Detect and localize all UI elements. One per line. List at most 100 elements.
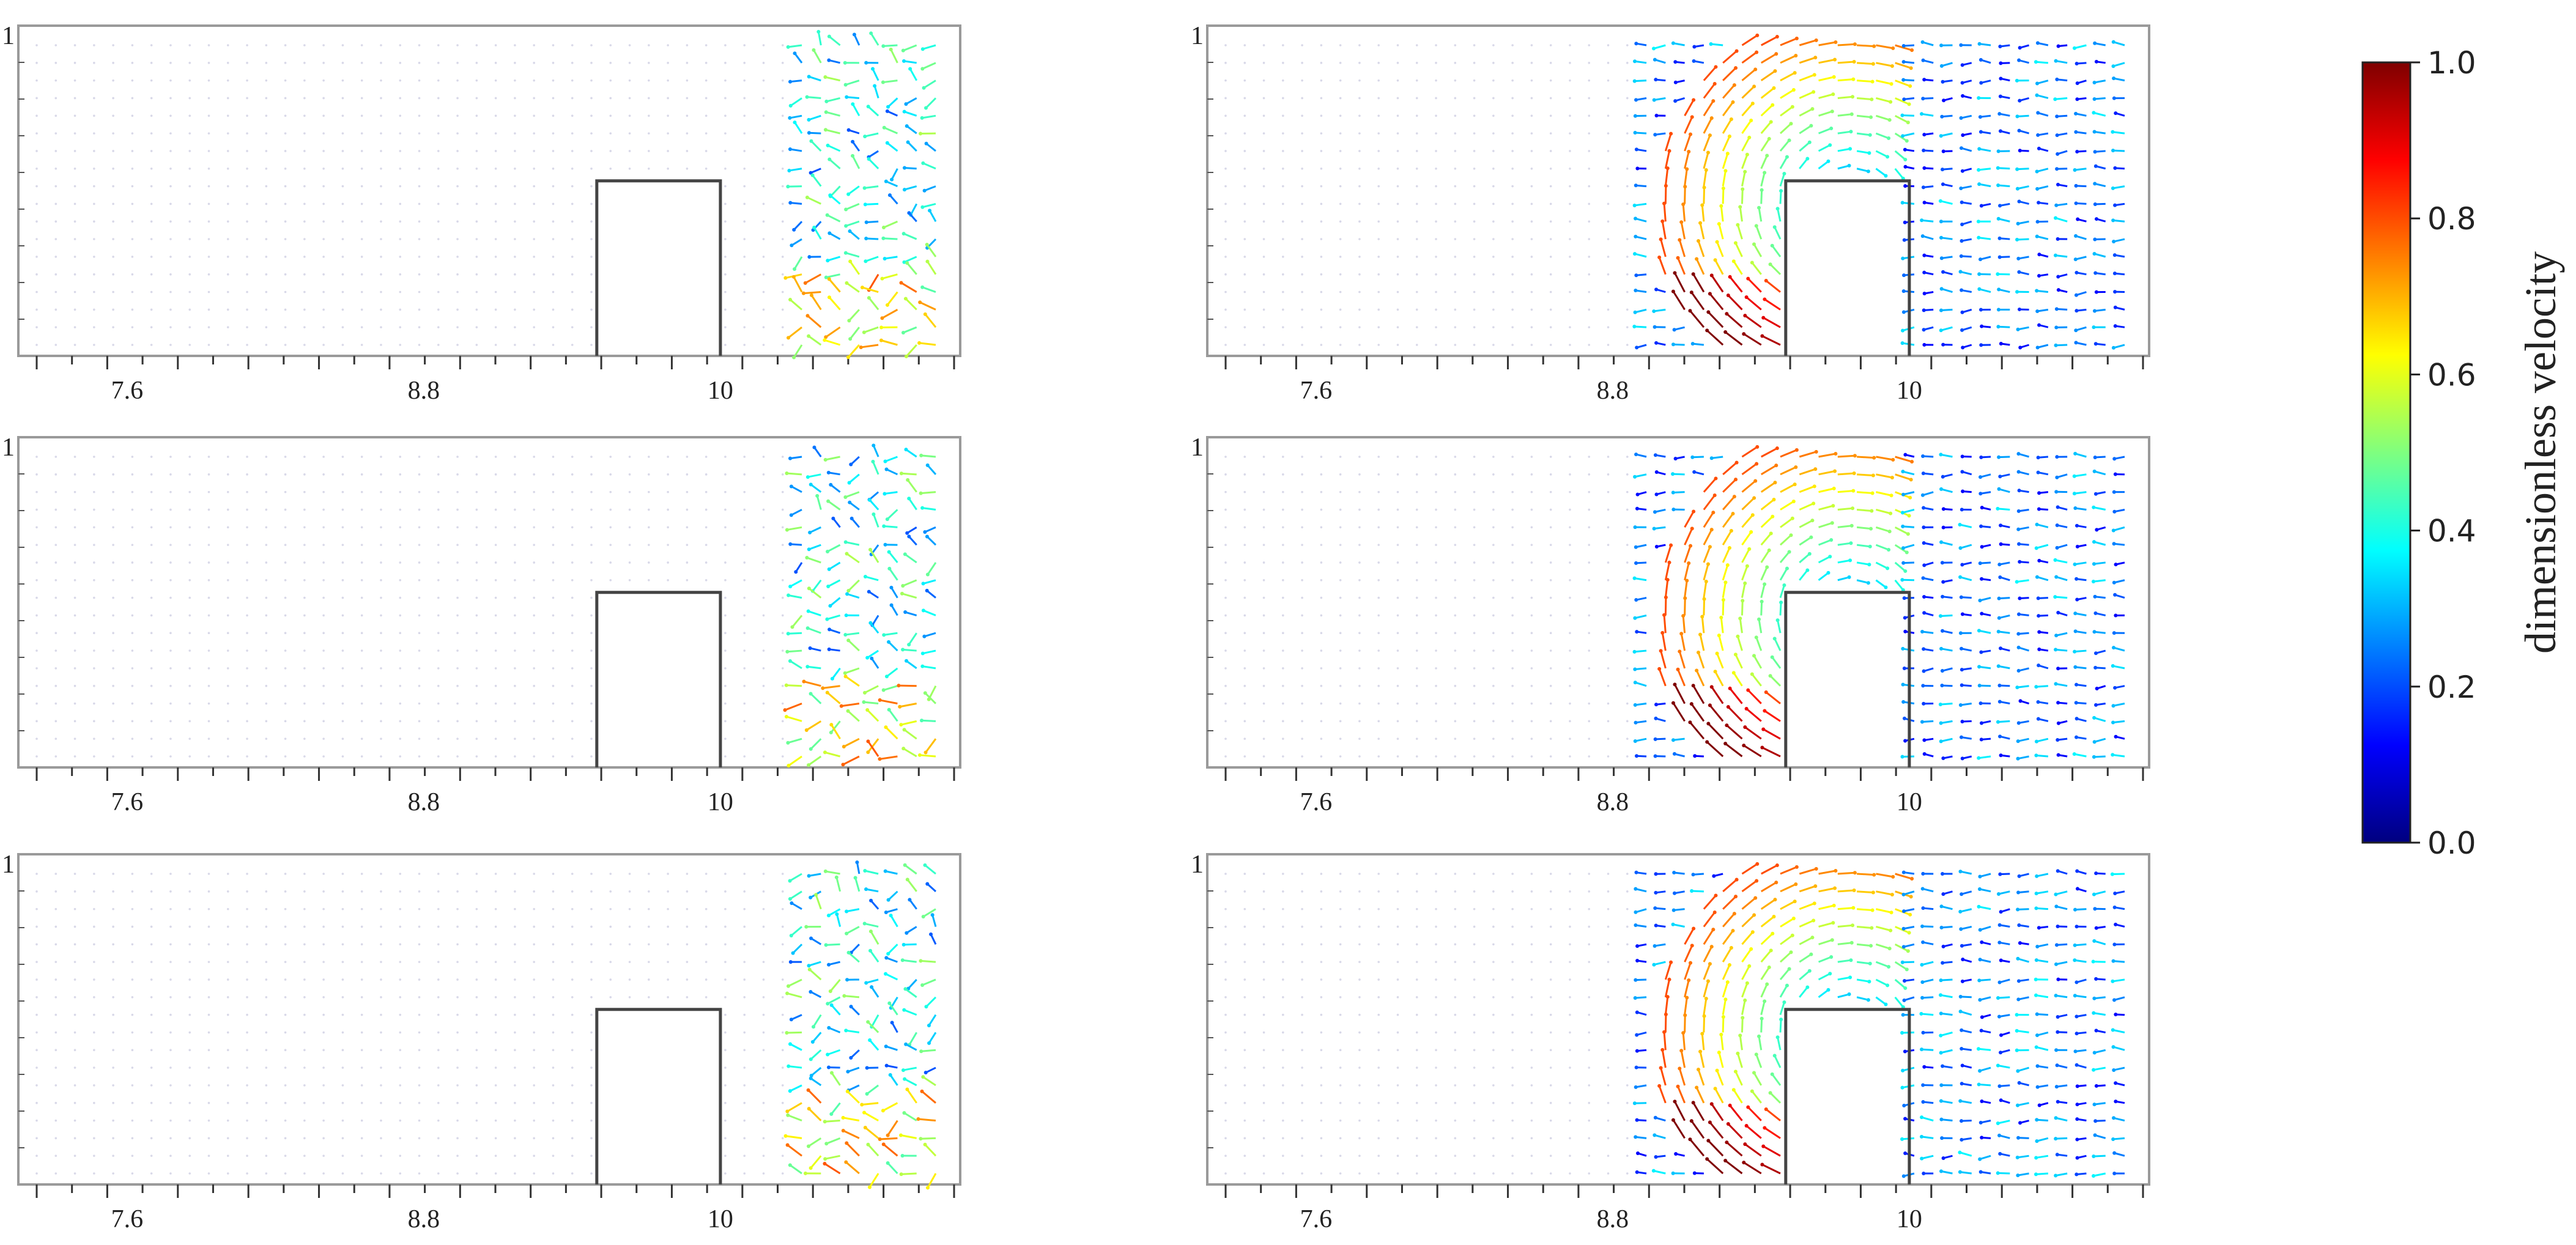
arrow-head [1997,287,2001,292]
vector-dot [1396,132,1399,135]
arrow-head [1791,87,1796,92]
vector-dot [54,132,57,135]
vector-dot [1569,526,1571,529]
velocity-arrow [1684,528,1693,545]
arrow-head [1901,700,1906,704]
vector-dot [1492,473,1495,476]
vector-dot [150,702,153,705]
vector-dot [341,596,344,599]
vector-dot [226,720,229,723]
arrow-head [823,128,827,132]
vector-dot [73,473,76,476]
velocity-arrow [1941,453,1953,458]
vector-dot [1569,290,1571,294]
arrow-head [1903,220,1907,224]
vector-dot [265,925,268,928]
velocity-arrow [1741,86,1755,99]
vector-dot [1626,720,1629,723]
vector-dot [781,978,784,981]
vector-dot [1262,578,1265,582]
vector-dot [54,996,57,999]
arrow-head [808,646,812,650]
velocity-arrow [887,110,898,117]
arrow-head [863,575,867,579]
arrow-head [2074,111,2078,116]
velocity-arrow [1818,539,1832,546]
vector-dot [705,907,708,911]
vector-dot [35,614,38,617]
vector-dot [399,62,402,64]
vector-dot [93,508,95,511]
vector-dot [1607,256,1610,258]
vector-dot [35,490,38,493]
vector-dot [73,508,76,511]
vector-dot [1396,308,1399,311]
velocity-arrow [881,309,898,319]
vector-dot [1492,238,1495,240]
vector-dot [207,755,210,758]
arrow-head [1715,651,1719,656]
vector-dot [54,907,57,911]
arrow-head [1834,451,1838,456]
velocity-arrow [845,252,860,258]
arrow-head [823,750,827,755]
vector-dot [303,490,306,493]
velocity-arrow [1753,655,1763,669]
vector-dot [1301,273,1303,276]
arrow-head [2113,593,2117,597]
velocity-arrow [1837,113,1852,117]
vector-dot [1301,544,1303,546]
velocity-arrow [923,632,936,638]
vector-dot [743,202,746,205]
vector-dot [226,755,229,758]
vector-dot [169,473,172,476]
arrow-head [2092,715,2097,720]
vector-dot [303,456,306,458]
vector-dot [341,273,344,276]
arrow-head [2035,309,2040,313]
vector-dot [724,526,727,529]
vector-dot [1511,490,1514,493]
vector-dot [743,873,746,875]
arrow-head [1852,471,1856,475]
vector-dot [456,943,459,946]
vector-dot [284,737,287,740]
vector-dot [1262,702,1265,705]
vector-dot [1549,308,1552,311]
vector-dot [284,44,287,46]
velocity-arrow [924,526,936,533]
vector-dot [1377,220,1380,223]
vector-dot [1511,308,1514,311]
arrow-head [1653,754,1657,758]
vector-dot [322,737,325,740]
velocity-arrow [853,34,861,46]
velocity-arrow [1960,523,1972,528]
arrow-head [2093,164,2098,168]
vector-dot [265,961,268,963]
arrow-head [804,728,809,732]
vector-dot [1588,62,1591,64]
velocity-arrow [1706,330,1724,346]
arrow-head [807,967,812,972]
arrow-head [2015,237,2019,242]
vector-dot [1435,256,1437,258]
vector-dot [188,720,191,723]
vector-dot [380,344,382,346]
vector-dot [648,114,650,117]
arrow-head [1903,164,1908,169]
arrow-head [1754,224,1758,228]
velocity-arrow [791,902,802,910]
vector-dot [112,596,114,599]
vector-dot [1358,62,1361,64]
velocity-arrow [2094,253,2106,258]
vector-dot [1473,344,1476,346]
vector-dot [207,978,210,981]
vector-dot [35,925,38,928]
vector-dot [1339,62,1342,64]
vector-dot [341,943,344,946]
vector-dot [1415,737,1418,740]
vector-dot [1262,132,1265,135]
velocity-arrow [865,978,879,984]
arrow-head [1689,702,1693,706]
arrow-head [827,647,831,651]
